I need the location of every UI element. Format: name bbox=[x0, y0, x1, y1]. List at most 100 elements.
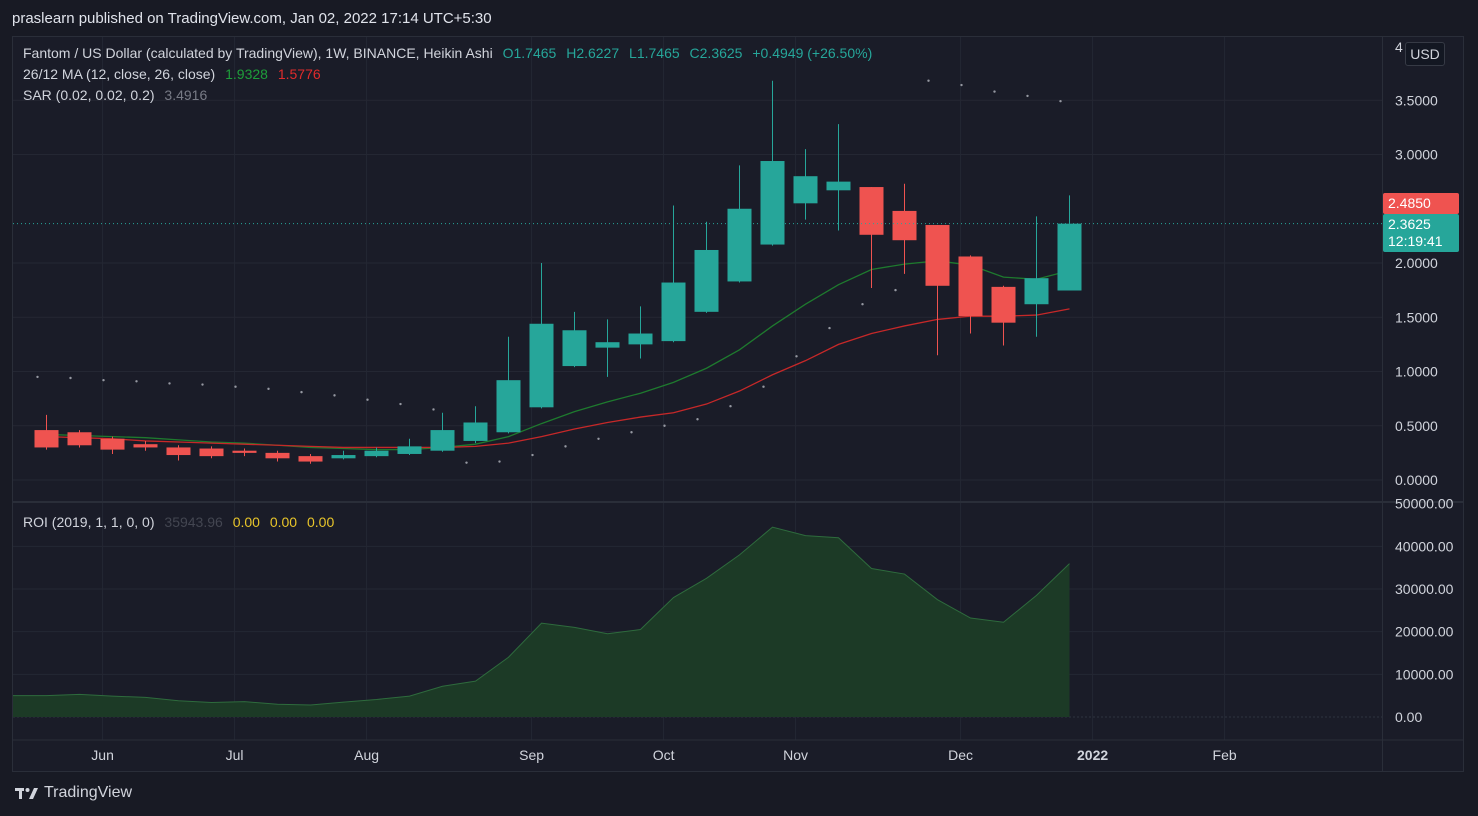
ma-fast-line bbox=[46, 260, 1070, 451]
candle-body bbox=[430, 430, 455, 451]
candle-body bbox=[1057, 223, 1082, 291]
candle-body bbox=[100, 438, 125, 450]
candle-body bbox=[133, 444, 158, 448]
roi-tick-label: 40000.00 bbox=[1395, 538, 1454, 554]
time-tick-label: Jun bbox=[91, 747, 114, 763]
sar-dot bbox=[993, 90, 996, 93]
sar-dots bbox=[36, 79, 1062, 464]
ma-slow-value: 1.5776 bbox=[277, 66, 321, 82]
candle-body bbox=[166, 447, 191, 456]
symbol-legend: Fantom / US Dollar (calculated by Tradin… bbox=[23, 45, 878, 61]
last-price-tag: 2.3625 12:19:41 bbox=[1383, 214, 1459, 252]
open-value: O1.7465 bbox=[502, 45, 557, 61]
candle-body bbox=[529, 323, 554, 408]
sar-dot bbox=[399, 402, 402, 406]
candle-body bbox=[265, 452, 290, 459]
price-tick-label: 1.5000 bbox=[1395, 309, 1438, 325]
time-tick-label: Feb bbox=[1213, 747, 1237, 763]
sar-dot bbox=[333, 394, 336, 397]
sar-dot bbox=[729, 405, 732, 408]
time-tick-label: Jul bbox=[226, 747, 244, 763]
roi-tick-label: 0.00 bbox=[1395, 709, 1422, 725]
tradingview-logo-icon bbox=[15, 788, 38, 799]
candle-body bbox=[331, 455, 356, 459]
publisher-header: praslearn published on TradingView.com, … bbox=[12, 10, 492, 27]
sar-dot bbox=[927, 79, 930, 82]
sar-legend: SAR (0.02, 0.02, 0.2) 3.4916 bbox=[23, 87, 213, 103]
currency-button[interactable]: USD bbox=[1405, 42, 1445, 66]
roi-value-4: 0.00 bbox=[306, 514, 335, 530]
roi-tick-label: 10000.00 bbox=[1395, 666, 1454, 682]
sar-dot bbox=[69, 376, 72, 380]
sar-dot bbox=[267, 387, 270, 391]
price-tick-label: 1.0000 bbox=[1395, 364, 1438, 380]
roi-value-2: 0.00 bbox=[232, 514, 260, 530]
candle-body bbox=[628, 333, 653, 345]
candle-body bbox=[661, 282, 686, 342]
sar-dot bbox=[102, 378, 105, 382]
candle-body bbox=[562, 330, 587, 367]
candle-body bbox=[496, 380, 521, 433]
sar-dot bbox=[201, 383, 204, 386]
sar-dot bbox=[465, 461, 468, 464]
last-price: 2.3625 bbox=[1388, 216, 1431, 232]
ma-slow-line bbox=[46, 308, 1070, 449]
candle-body bbox=[727, 208, 752, 282]
sar-value: 3.4916 bbox=[164, 87, 208, 103]
low-value: L1.7465 bbox=[629, 45, 680, 61]
high-value: H2.6227 bbox=[566, 45, 620, 61]
roi-tick-label: 30000.00 bbox=[1395, 581, 1454, 597]
sar-dot bbox=[795, 355, 798, 358]
ma-label: 26/12 MA (12, close, 26, close) bbox=[23, 66, 216, 82]
time-tick-label: Aug bbox=[354, 747, 379, 763]
sar-dot bbox=[531, 453, 534, 457]
candle-body bbox=[298, 456, 323, 462]
sar-dot bbox=[168, 382, 171, 385]
time-tick-label: Oct bbox=[653, 747, 675, 763]
sar-dot bbox=[861, 303, 864, 306]
sar-dot bbox=[135, 380, 138, 383]
candle-body bbox=[34, 430, 59, 448]
candle-body bbox=[859, 187, 884, 235]
sar-dot bbox=[630, 431, 633, 434]
roi-area bbox=[13, 526, 1070, 717]
sar-dot bbox=[300, 390, 303, 394]
price-tick-label: 4 bbox=[1395, 39, 1403, 55]
sar-label: SAR (0.02, 0.02, 0.2) bbox=[23, 87, 155, 103]
sar-dot bbox=[663, 424, 666, 427]
roi-area-fill bbox=[13, 527, 1070, 717]
candle-body bbox=[826, 181, 851, 191]
candle-body bbox=[694, 249, 719, 312]
sar-dot bbox=[696, 418, 699, 421]
roi-value-1: 35943.96 bbox=[164, 514, 223, 530]
roi-legend: ROI (2019, 1, 1, 0, 0) 35943.96 0.00 0.0… bbox=[23, 514, 340, 530]
time-tick-label: Nov bbox=[783, 747, 808, 763]
candle-body bbox=[892, 210, 917, 241]
candle-body bbox=[1024, 278, 1049, 305]
candles bbox=[34, 80, 1082, 464]
sar-dot bbox=[432, 408, 435, 411]
symbol-title: Fantom / US Dollar (calculated by Tradin… bbox=[23, 45, 493, 61]
time-tick-label: Dec bbox=[948, 747, 973, 763]
price-tick-label: 3.5000 bbox=[1395, 92, 1438, 108]
close-value: C2.3625 bbox=[689, 45, 743, 61]
candle-body bbox=[760, 161, 785, 245]
sar-dot bbox=[234, 385, 237, 388]
sar-dot bbox=[894, 288, 897, 292]
candle-body bbox=[199, 448, 224, 457]
moving-averages bbox=[46, 260, 1070, 451]
roi-label: ROI (2019, 1, 1, 0, 0) bbox=[23, 514, 155, 530]
sar-dot bbox=[828, 326, 831, 330]
sar-dot bbox=[960, 83, 963, 87]
ma-fast-value: 1.9328 bbox=[225, 66, 268, 82]
tradingview-footer[interactable]: TradingView bbox=[14, 784, 132, 802]
candle-body bbox=[397, 446, 422, 454]
change-value: +0.4949 (+26.50%) bbox=[752, 45, 873, 61]
sar-dot bbox=[564, 445, 567, 448]
time-tick-label: Sep bbox=[519, 747, 544, 763]
high-price-tag: 2.4850 bbox=[1383, 193, 1459, 214]
roi-line bbox=[13, 526, 1070, 706]
sar-dot bbox=[366, 398, 369, 401]
roi-tick-label: 50000.00 bbox=[1395, 496, 1454, 512]
